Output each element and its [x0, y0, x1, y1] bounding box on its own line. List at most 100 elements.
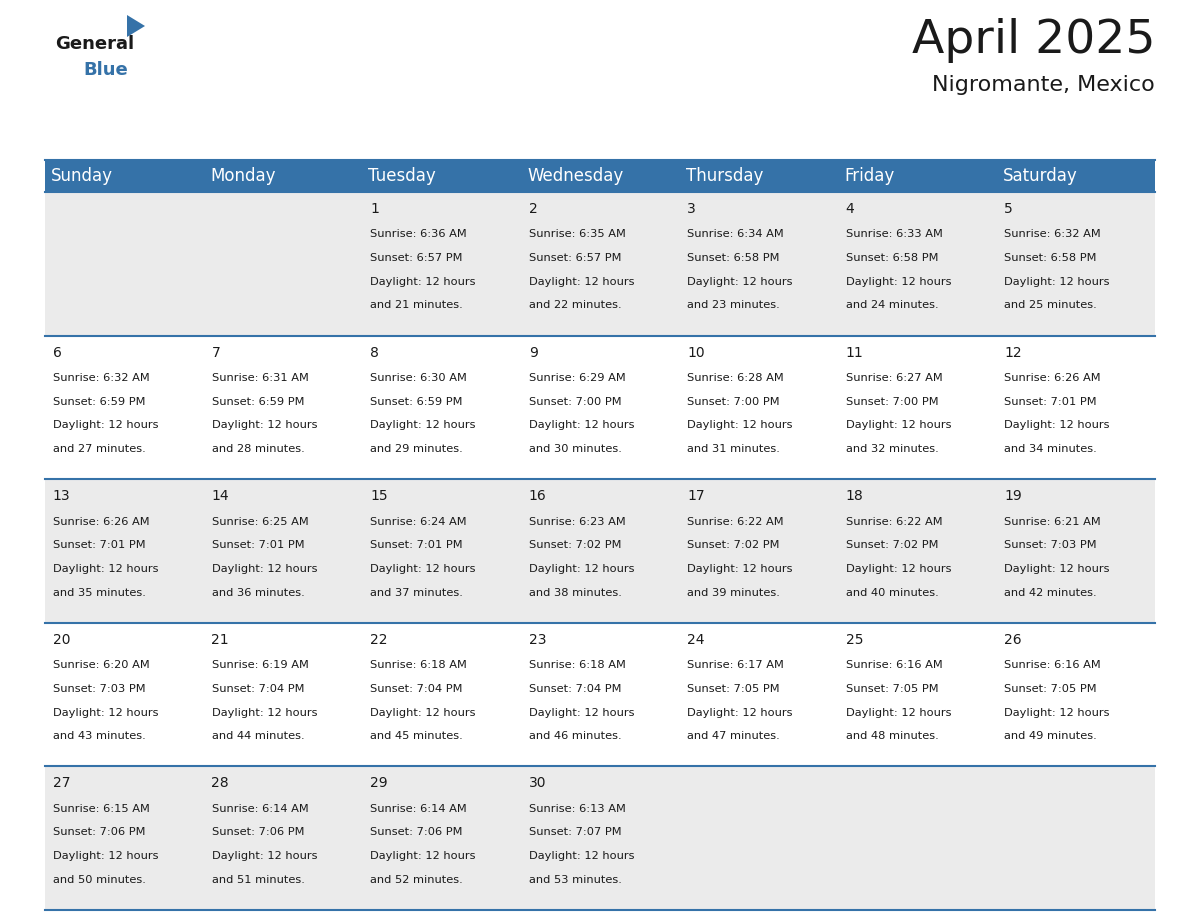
Bar [45, 160, 1155, 192]
Text: Thursday: Thursday [685, 167, 763, 185]
Text: Wednesday: Wednesday [527, 167, 624, 185]
Text: 11: 11 [846, 346, 864, 360]
Text: Sunset: 7:00 PM: Sunset: 7:00 PM [529, 397, 621, 407]
Text: Sunrise: 6:15 AM: Sunrise: 6:15 AM [53, 804, 150, 813]
Text: Daylight: 12 hours: Daylight: 12 hours [529, 851, 634, 861]
Text: 3: 3 [687, 202, 696, 216]
Text: and 43 minutes.: and 43 minutes. [53, 732, 146, 741]
Text: 13: 13 [53, 489, 70, 503]
Text: Sunrise: 6:13 AM: Sunrise: 6:13 AM [529, 804, 626, 813]
Text: 28: 28 [211, 777, 229, 790]
Text: Sunset: 7:05 PM: Sunset: 7:05 PM [1004, 684, 1097, 694]
Text: Sunrise: 6:14 AM: Sunrise: 6:14 AM [211, 804, 308, 813]
Text: Daylight: 12 hours: Daylight: 12 hours [211, 564, 317, 574]
Text: Daylight: 12 hours: Daylight: 12 hours [687, 564, 792, 574]
Text: Sunset: 6:57 PM: Sunset: 6:57 PM [371, 253, 462, 263]
Text: and 47 minutes.: and 47 minutes. [687, 732, 781, 741]
Text: and 38 minutes.: and 38 minutes. [529, 588, 621, 598]
Text: 14: 14 [211, 489, 229, 503]
Text: 2: 2 [529, 202, 537, 216]
Text: Sunset: 7:05 PM: Sunset: 7:05 PM [687, 684, 779, 694]
Text: Sunrise: 6:23 AM: Sunrise: 6:23 AM [529, 517, 625, 527]
Text: and 40 minutes.: and 40 minutes. [846, 588, 939, 598]
Text: Daylight: 12 hours: Daylight: 12 hours [687, 276, 792, 286]
Text: Sunrise: 6:22 AM: Sunrise: 6:22 AM [687, 517, 784, 527]
Text: 16: 16 [529, 489, 546, 503]
Text: Daylight: 12 hours: Daylight: 12 hours [1004, 708, 1110, 718]
Text: and 44 minutes.: and 44 minutes. [211, 732, 304, 741]
Polygon shape [127, 15, 145, 37]
Text: 24: 24 [687, 633, 704, 647]
Text: 10: 10 [687, 346, 704, 360]
Text: Daylight: 12 hours: Daylight: 12 hours [529, 708, 634, 718]
Text: Sunrise: 6:18 AM: Sunrise: 6:18 AM [529, 660, 626, 670]
Text: 20: 20 [53, 633, 70, 647]
Text: Tuesday: Tuesday [368, 167, 436, 185]
Text: Sunrise: 6:24 AM: Sunrise: 6:24 AM [371, 517, 467, 527]
Text: 21: 21 [211, 633, 229, 647]
Text: and 50 minutes.: and 50 minutes. [53, 875, 146, 885]
Text: and 27 minutes.: and 27 minutes. [53, 444, 146, 454]
Text: Sunset: 7:03 PM: Sunset: 7:03 PM [53, 684, 146, 694]
Text: Sunday: Sunday [51, 167, 113, 185]
Text: Sunset: 7:01 PM: Sunset: 7:01 PM [371, 540, 462, 550]
Text: 27: 27 [53, 777, 70, 790]
Text: and 49 minutes.: and 49 minutes. [1004, 732, 1097, 741]
Text: Sunrise: 6:31 AM: Sunrise: 6:31 AM [211, 373, 309, 383]
Text: 6: 6 [53, 346, 62, 360]
Text: Sunset: 7:07 PM: Sunset: 7:07 PM [529, 827, 621, 837]
Text: Daylight: 12 hours: Daylight: 12 hours [371, 708, 475, 718]
Bar [45, 767, 1155, 910]
Text: Daylight: 12 hours: Daylight: 12 hours [846, 276, 952, 286]
Text: Sunset: 7:01 PM: Sunset: 7:01 PM [53, 540, 146, 550]
Text: Daylight: 12 hours: Daylight: 12 hours [529, 276, 634, 286]
Text: Monday: Monday [210, 167, 276, 185]
Text: and 23 minutes.: and 23 minutes. [687, 300, 781, 310]
Text: Sunset: 6:58 PM: Sunset: 6:58 PM [846, 253, 939, 263]
Text: 22: 22 [371, 633, 387, 647]
Text: and 45 minutes.: and 45 minutes. [371, 732, 463, 741]
Text: Sunrise: 6:16 AM: Sunrise: 6:16 AM [846, 660, 942, 670]
Text: Sunrise: 6:18 AM: Sunrise: 6:18 AM [371, 660, 467, 670]
Text: 17: 17 [687, 489, 704, 503]
Text: and 53 minutes.: and 53 minutes. [529, 875, 621, 885]
Text: Sunset: 7:06 PM: Sunset: 7:06 PM [371, 827, 462, 837]
Text: 1: 1 [371, 202, 379, 216]
Text: and 39 minutes.: and 39 minutes. [687, 588, 781, 598]
Text: Sunset: 6:58 PM: Sunset: 6:58 PM [1004, 253, 1097, 263]
Text: Sunset: 6:59 PM: Sunset: 6:59 PM [371, 397, 462, 407]
Text: Sunrise: 6:36 AM: Sunrise: 6:36 AM [371, 230, 467, 240]
Text: Nigromante, Mexico: Nigromante, Mexico [933, 75, 1155, 95]
Text: Sunrise: 6:32 AM: Sunrise: 6:32 AM [1004, 230, 1101, 240]
Bar [45, 192, 1155, 336]
Bar [45, 622, 1155, 767]
Text: General: General [55, 35, 134, 53]
Text: Sunrise: 6:29 AM: Sunrise: 6:29 AM [529, 373, 625, 383]
Text: Sunset: 7:01 PM: Sunset: 7:01 PM [211, 540, 304, 550]
Bar [45, 479, 1155, 622]
Text: and 42 minutes.: and 42 minutes. [1004, 588, 1097, 598]
Text: 12: 12 [1004, 346, 1022, 360]
Text: Sunset: 7:06 PM: Sunset: 7:06 PM [53, 827, 145, 837]
Text: Sunset: 7:01 PM: Sunset: 7:01 PM [1004, 397, 1097, 407]
Text: Sunset: 7:02 PM: Sunset: 7:02 PM [529, 540, 621, 550]
Text: Sunrise: 6:20 AM: Sunrise: 6:20 AM [53, 660, 150, 670]
Text: Sunrise: 6:22 AM: Sunrise: 6:22 AM [846, 517, 942, 527]
Text: 9: 9 [529, 346, 537, 360]
Text: Sunset: 7:04 PM: Sunset: 7:04 PM [529, 684, 621, 694]
Text: Daylight: 12 hours: Daylight: 12 hours [529, 564, 634, 574]
Text: and 37 minutes.: and 37 minutes. [371, 588, 463, 598]
Text: 25: 25 [846, 633, 864, 647]
Text: Blue: Blue [83, 61, 128, 79]
Text: Sunset: 7:03 PM: Sunset: 7:03 PM [1004, 540, 1097, 550]
Text: Sunset: 6:59 PM: Sunset: 6:59 PM [211, 397, 304, 407]
Text: Daylight: 12 hours: Daylight: 12 hours [1004, 276, 1110, 286]
Text: and 36 minutes.: and 36 minutes. [211, 588, 304, 598]
Text: Sunrise: 6:26 AM: Sunrise: 6:26 AM [1004, 373, 1101, 383]
Text: Sunset: 7:00 PM: Sunset: 7:00 PM [687, 397, 779, 407]
Text: Daylight: 12 hours: Daylight: 12 hours [1004, 564, 1110, 574]
Text: Daylight: 12 hours: Daylight: 12 hours [687, 420, 792, 431]
Text: 18: 18 [846, 489, 864, 503]
Text: Sunrise: 6:26 AM: Sunrise: 6:26 AM [53, 517, 150, 527]
Text: Sunrise: 6:27 AM: Sunrise: 6:27 AM [846, 373, 942, 383]
